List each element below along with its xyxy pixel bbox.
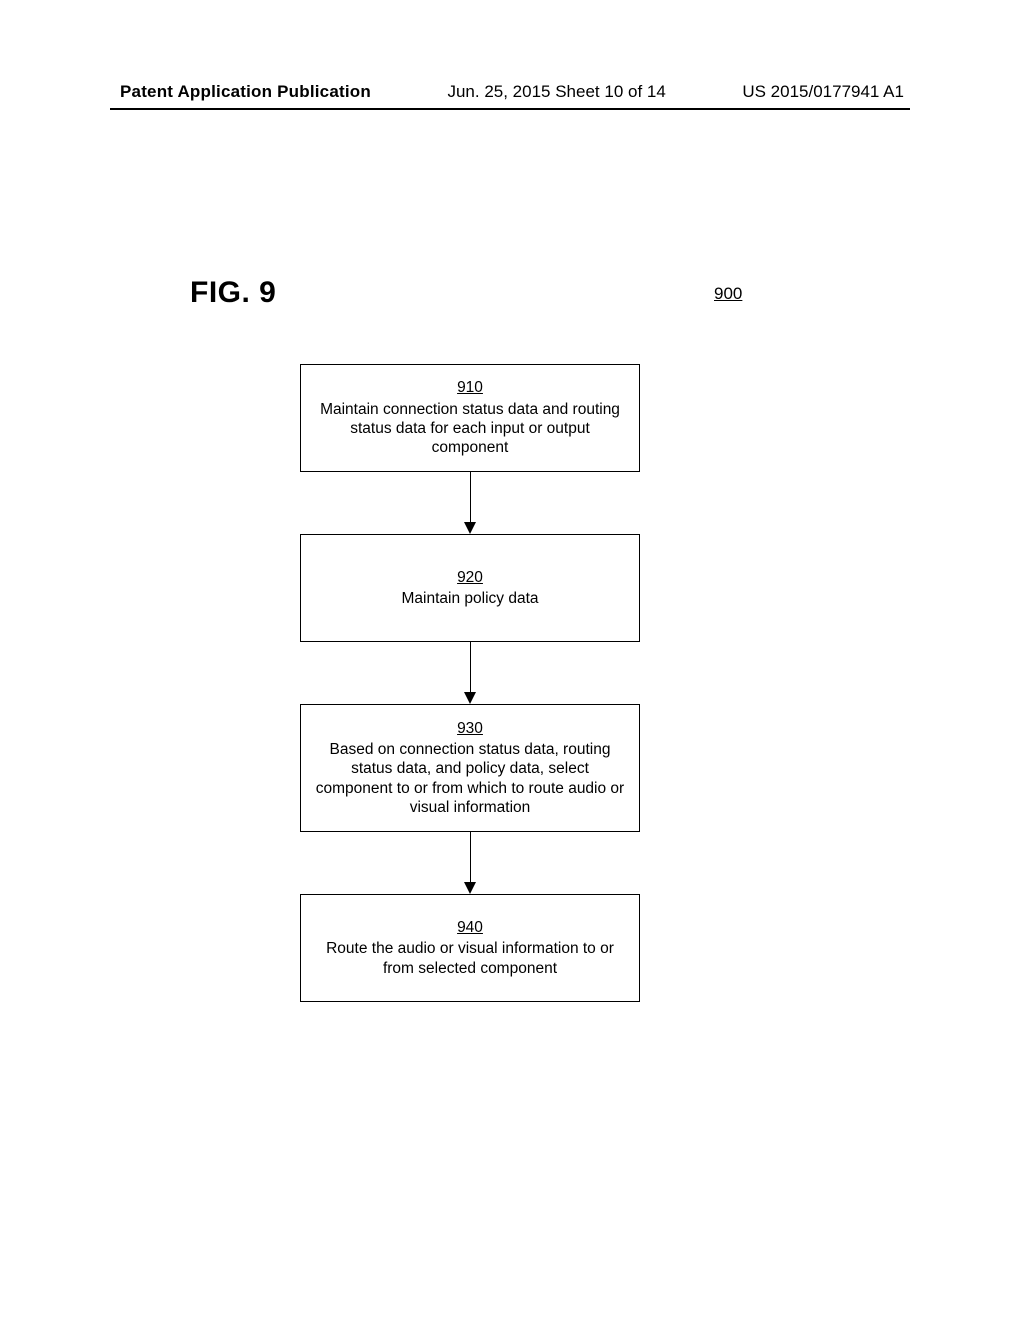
step-text: Maintain policy data — [402, 589, 539, 608]
step-number: 910 — [457, 378, 483, 397]
flow-step-930: 930 Based on connection status data, rou… — [300, 704, 640, 832]
figure-label: FIG. 9 — [190, 276, 276, 310]
step-number: 920 — [457, 568, 483, 587]
flow-arrow — [300, 832, 640, 894]
figure-reference-number: 900 — [714, 284, 742, 304]
arrow-line-icon — [470, 642, 471, 692]
step-text: Maintain connection status data and rout… — [313, 400, 627, 458]
step-number: 940 — [457, 918, 483, 937]
arrow-down-icon — [464, 692, 476, 704]
flow-step-910: 910 Maintain connection status data and … — [300, 364, 640, 472]
flow-arrow — [300, 642, 640, 704]
header-right: US 2015/0177941 A1 — [742, 82, 904, 102]
arrow-down-icon — [464, 882, 476, 894]
arrow-line-icon — [470, 832, 471, 882]
header-center: Jun. 25, 2015 Sheet 10 of 14 — [447, 82, 665, 102]
arrow-line-icon — [470, 472, 471, 522]
page: Patent Application Publication Jun. 25, … — [0, 0, 1024, 1320]
page-header: Patent Application Publication Jun. 25, … — [0, 82, 1024, 102]
flow-arrow — [300, 472, 640, 534]
flowchart: 910 Maintain connection status data and … — [300, 364, 640, 1002]
header-left: Patent Application Publication — [120, 82, 371, 102]
flow-step-920: 920 Maintain policy data — [300, 534, 640, 642]
arrow-down-icon — [464, 522, 476, 534]
step-text: Route the audio or visual information to… — [313, 939, 627, 978]
step-text: Based on connection status data, routing… — [313, 740, 627, 818]
flow-step-940: 940 Route the audio or visual informatio… — [300, 894, 640, 1002]
header-rule — [110, 108, 910, 110]
step-number: 930 — [457, 719, 483, 738]
